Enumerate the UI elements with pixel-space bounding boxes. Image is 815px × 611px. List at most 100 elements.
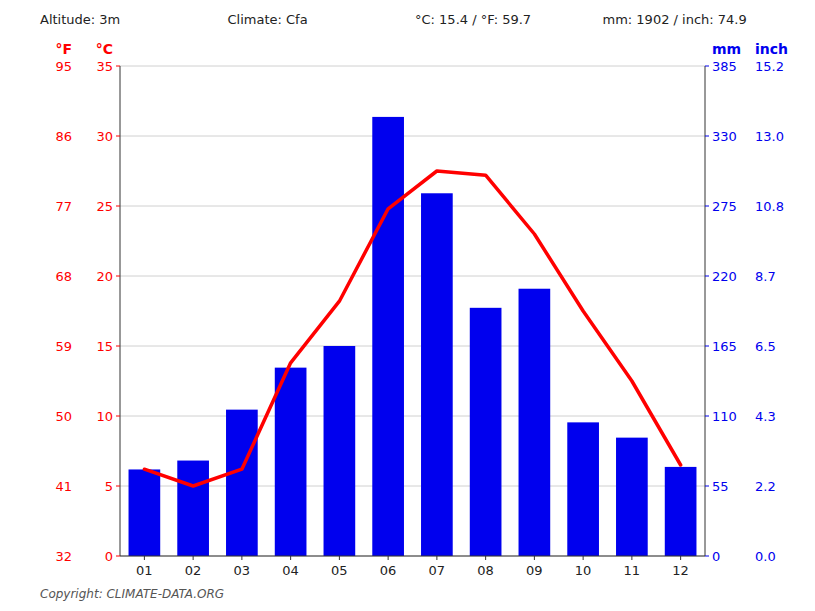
header-annotation: Climate: Cfa: [228, 12, 308, 27]
y2-tick-label: 330: [712, 129, 737, 144]
y-tick-label: 30: [96, 129, 113, 144]
x-tick-label: 11: [624, 563, 641, 578]
grid-line: [120, 276, 705, 277]
bar: [129, 469, 161, 556]
y-tick: [116, 206, 120, 207]
y2-tick: [705, 556, 709, 557]
y-tick: [116, 136, 120, 137]
y-outer-tick-label: 50: [55, 409, 72, 424]
y2-outer-tick-label: 2.2: [755, 479, 776, 494]
x-tick: [388, 556, 389, 560]
bar: [275, 368, 307, 556]
x-tick: [485, 556, 486, 560]
y-outer-axis-label: °F: [55, 41, 72, 57]
y2-tick: [705, 66, 709, 67]
y2-outer-tick-label: 6.5: [755, 339, 776, 354]
bar: [470, 308, 502, 556]
y2-outer-tick-label: 0.0: [755, 549, 776, 564]
y-tick: [116, 346, 120, 347]
bar: [324, 346, 356, 556]
y-tick-label: 5: [105, 479, 113, 494]
x-tick-label: 05: [331, 563, 348, 578]
x-tick-label: 03: [234, 563, 251, 578]
y-outer-tick-label: 77: [55, 199, 72, 214]
y-tick-label: 0: [105, 549, 113, 564]
plot-area: [129, 117, 697, 556]
y2-tick-label: 275: [712, 199, 737, 214]
y-tick: [116, 556, 120, 557]
y-outer-tick-label: 59: [55, 339, 72, 354]
bar: [616, 438, 648, 556]
y-tick: [116, 66, 120, 67]
y2-tick-label: 220: [712, 269, 737, 284]
y2-outer-tick-label: 8.7: [755, 269, 776, 284]
y2-axis-label: mm: [712, 41, 741, 57]
y2-tick: [705, 206, 709, 207]
y2-outer-axis-label: inch: [755, 41, 788, 57]
grid-line: [120, 556, 705, 557]
x-tick-label: 07: [429, 563, 446, 578]
x-tick-label: 10: [575, 563, 592, 578]
y-tick-label: 10: [96, 409, 113, 424]
caption: Copyright: CLIMATE-DATA.ORG: [40, 587, 224, 601]
y-outer-tick-label: 41: [55, 479, 72, 494]
y2-tick: [705, 276, 709, 277]
y2-tick: [705, 486, 709, 487]
y-outer-tick-label: 32: [55, 549, 72, 564]
x-tick: [193, 556, 194, 560]
y2-outer-tick-label: 10.8: [755, 199, 784, 214]
bar: [177, 461, 209, 556]
x-tick: [534, 556, 535, 560]
y2-tick-label: 0: [712, 549, 720, 564]
y2-tick: [705, 346, 709, 347]
y-tick: [116, 416, 120, 417]
y-tick: [116, 486, 120, 487]
bar: [567, 422, 599, 556]
grid-line: [120, 136, 705, 137]
temperature-line: [144, 171, 680, 486]
y2-tick: [705, 136, 709, 137]
y2-tick-label: 385: [712, 59, 737, 74]
x-tick: [583, 556, 584, 560]
x-tick: [339, 556, 340, 560]
grid-line: [120, 206, 705, 207]
y2-tick-label: 55: [712, 479, 729, 494]
y-tick-label: 35: [96, 59, 113, 74]
x-tick-label: 06: [380, 563, 397, 578]
grid-line: [120, 66, 705, 67]
header-annotation: Altitude: 3m: [40, 12, 120, 27]
grid-line: [120, 416, 705, 417]
grid: [120, 66, 705, 556]
header-annotation: °C: 15.4 / °F: 59.7: [415, 12, 531, 27]
bar: [421, 193, 453, 556]
y2-axis-line: [705, 66, 706, 556]
y2-tick-label: 110: [712, 409, 737, 424]
y2-outer-tick-label: 13.0: [755, 129, 784, 144]
x-tick: [290, 556, 291, 560]
x-tick: [241, 556, 242, 560]
x-tick: [144, 556, 145, 560]
y-axis-line: [120, 66, 121, 556]
x-tick-label: 12: [672, 563, 689, 578]
x-tick-label: 09: [526, 563, 543, 578]
x-tick-label: 08: [477, 563, 494, 578]
y2-tick-label: 165: [712, 339, 737, 354]
y-tick-label: 15: [96, 339, 113, 354]
y-axis-label: °C: [96, 41, 113, 57]
bar: [665, 467, 697, 556]
x-tick-label: 01: [136, 563, 153, 578]
x-tick: [631, 556, 632, 560]
y-outer-tick-label: 68: [55, 269, 72, 284]
bar: [519, 289, 551, 556]
header-annotation: mm: 1902 / inch: 74.9: [603, 12, 747, 27]
x-tick-label: 02: [185, 563, 202, 578]
y-tick: [116, 276, 120, 277]
chart: 0102030405060708091011120510152025303532…: [0, 0, 815, 611]
y-outer-tick-label: 95: [55, 59, 72, 74]
y-tick-label: 25: [96, 199, 113, 214]
bar: [372, 117, 404, 556]
x-tick: [436, 556, 437, 560]
y2-tick: [705, 416, 709, 417]
y2-outer-tick-label: 15.2: [755, 59, 784, 74]
x-tick-label: 04: [282, 563, 299, 578]
